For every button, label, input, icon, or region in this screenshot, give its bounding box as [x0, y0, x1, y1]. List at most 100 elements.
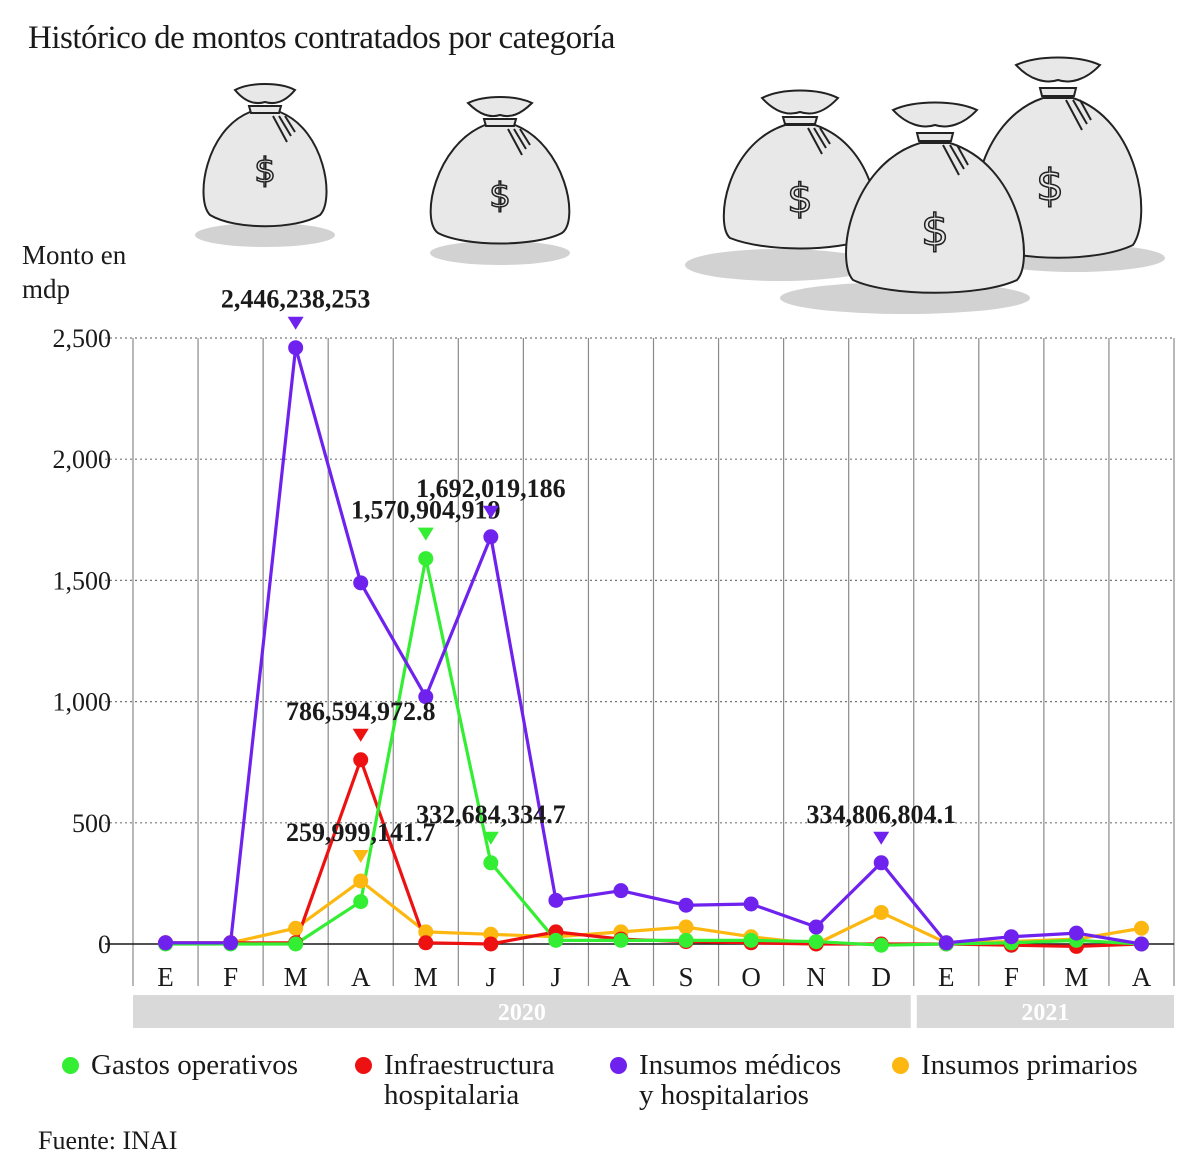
y-tick-label: 500 [72, 809, 111, 838]
legend-swatch [355, 1057, 372, 1074]
legend-item: Insumos médicos y hospitalarios [610, 1050, 841, 1110]
annotation-marker [417, 527, 434, 541]
series-line [165, 556, 1142, 947]
x-tick-label: A [1132, 962, 1152, 992]
data-label: 2,446,238,253 [221, 285, 371, 314]
data-point [613, 932, 629, 948]
data-label: 1,692,019,186 [416, 474, 566, 503]
legend-swatch [62, 1057, 79, 1074]
x-tick-label: M [414, 962, 438, 992]
y-tick-label: 0 [98, 930, 111, 959]
svg-text:$: $ [921, 205, 949, 256]
legend-label: Gastos operativos [91, 1049, 298, 1081]
data-label: 332,684,334.7 [416, 800, 566, 829]
money-bag-icon: $ [429, 96, 571, 265]
legend-swatch [610, 1057, 627, 1074]
x-tick-label: J [486, 962, 497, 992]
data-point [873, 937, 889, 953]
data-point [418, 551, 434, 567]
data-point [418, 924, 434, 940]
data-point [873, 904, 889, 920]
data-point [938, 935, 954, 951]
annotation-marker [873, 831, 890, 845]
data-point [418, 689, 434, 705]
money-bag-icon: $ [195, 83, 335, 247]
legend-item: Gastos operativos [62, 1050, 298, 1080]
data-label: 259,999,141.7 [286, 818, 436, 847]
data-point [353, 894, 369, 910]
x-tick-label: F [1004, 962, 1019, 992]
data-point [483, 855, 499, 871]
svg-text:$: $ [1036, 160, 1064, 211]
x-tick-label: A [351, 962, 371, 992]
data-point [288, 920, 304, 936]
y-axis-label-unit: mdp [22, 274, 71, 304]
legend-swatch [892, 1057, 909, 1074]
svg-text:$: $ [787, 176, 812, 222]
data-point [418, 935, 434, 951]
data-point [613, 883, 629, 899]
data-label: 1,570,904,919 [351, 496, 501, 525]
data-point [288, 936, 304, 952]
year-band [133, 995, 911, 1028]
chart-title: Histórico de montos contratados por cate… [28, 20, 615, 56]
y-axis-label: Monto en [22, 240, 127, 270]
x-tick-label: O [741, 962, 761, 992]
series-line [165, 346, 1142, 946]
annotation-marker [352, 728, 369, 742]
year-label: 2021 [1021, 1000, 1069, 1026]
money-bag-icon: $ [845, 101, 1025, 294]
legend-label: Insumos médicos y hospitalarios [639, 1049, 842, 1111]
data-point [548, 932, 564, 948]
x-tick-label: M [284, 962, 308, 992]
money-bag-icon: $ [722, 89, 878, 250]
y-tick-label: 1,500 [53, 566, 112, 595]
x-tick-label: F [223, 962, 238, 992]
x-tick-label: A [611, 962, 631, 992]
x-tick-label: N [806, 962, 826, 992]
x-tick-label: M [1064, 962, 1088, 992]
data-point [548, 892, 564, 908]
x-tick-label: S [679, 962, 694, 992]
money-bags-illustration: $ $ $ $ [195, 56, 1165, 314]
data-label: 786,594,972.8 [286, 697, 436, 726]
svg-text:$: $ [254, 151, 276, 191]
data-point [1003, 929, 1019, 945]
legend-item: Infraestructura hospitalaria [355, 1050, 555, 1110]
data-point [873, 855, 889, 871]
data-point [353, 752, 369, 768]
data-point [353, 873, 369, 889]
data-point [743, 932, 759, 948]
svg-text:$: $ [489, 176, 511, 216]
legend-label: Infraestructura hospitalaria [384, 1049, 555, 1111]
year-band [916, 995, 1174, 1028]
data-point [678, 919, 694, 935]
y-tick-label: 1,000 [53, 688, 112, 717]
x-tick-label: J [551, 962, 562, 992]
data-label: 334,806,804.1 [806, 800, 956, 829]
data-point [808, 919, 824, 935]
data-point [223, 935, 239, 951]
data-point [483, 529, 499, 545]
data-point [1068, 925, 1084, 941]
legend-item: Insumos primarios [892, 1050, 1138, 1080]
year-label: 2020 [498, 1000, 546, 1026]
data-point [483, 936, 499, 952]
data-point [353, 575, 369, 591]
legend-label: Insumos primarios [921, 1049, 1138, 1081]
x-tick-label: E [938, 962, 955, 992]
data-point [678, 932, 694, 948]
data-point [808, 934, 824, 950]
source-note: Fuente: INAI [38, 1126, 178, 1155]
y-tick-label: 2,500 [53, 324, 112, 353]
data-point [158, 935, 174, 951]
data-point [288, 340, 304, 356]
y-tick-label: 2,000 [53, 445, 112, 474]
data-point [1133, 920, 1149, 936]
annotation-marker [482, 831, 499, 845]
x-tick-label: D [871, 962, 891, 992]
data-point [1133, 936, 1149, 952]
data-point [678, 897, 694, 913]
annotation-marker [287, 316, 304, 330]
